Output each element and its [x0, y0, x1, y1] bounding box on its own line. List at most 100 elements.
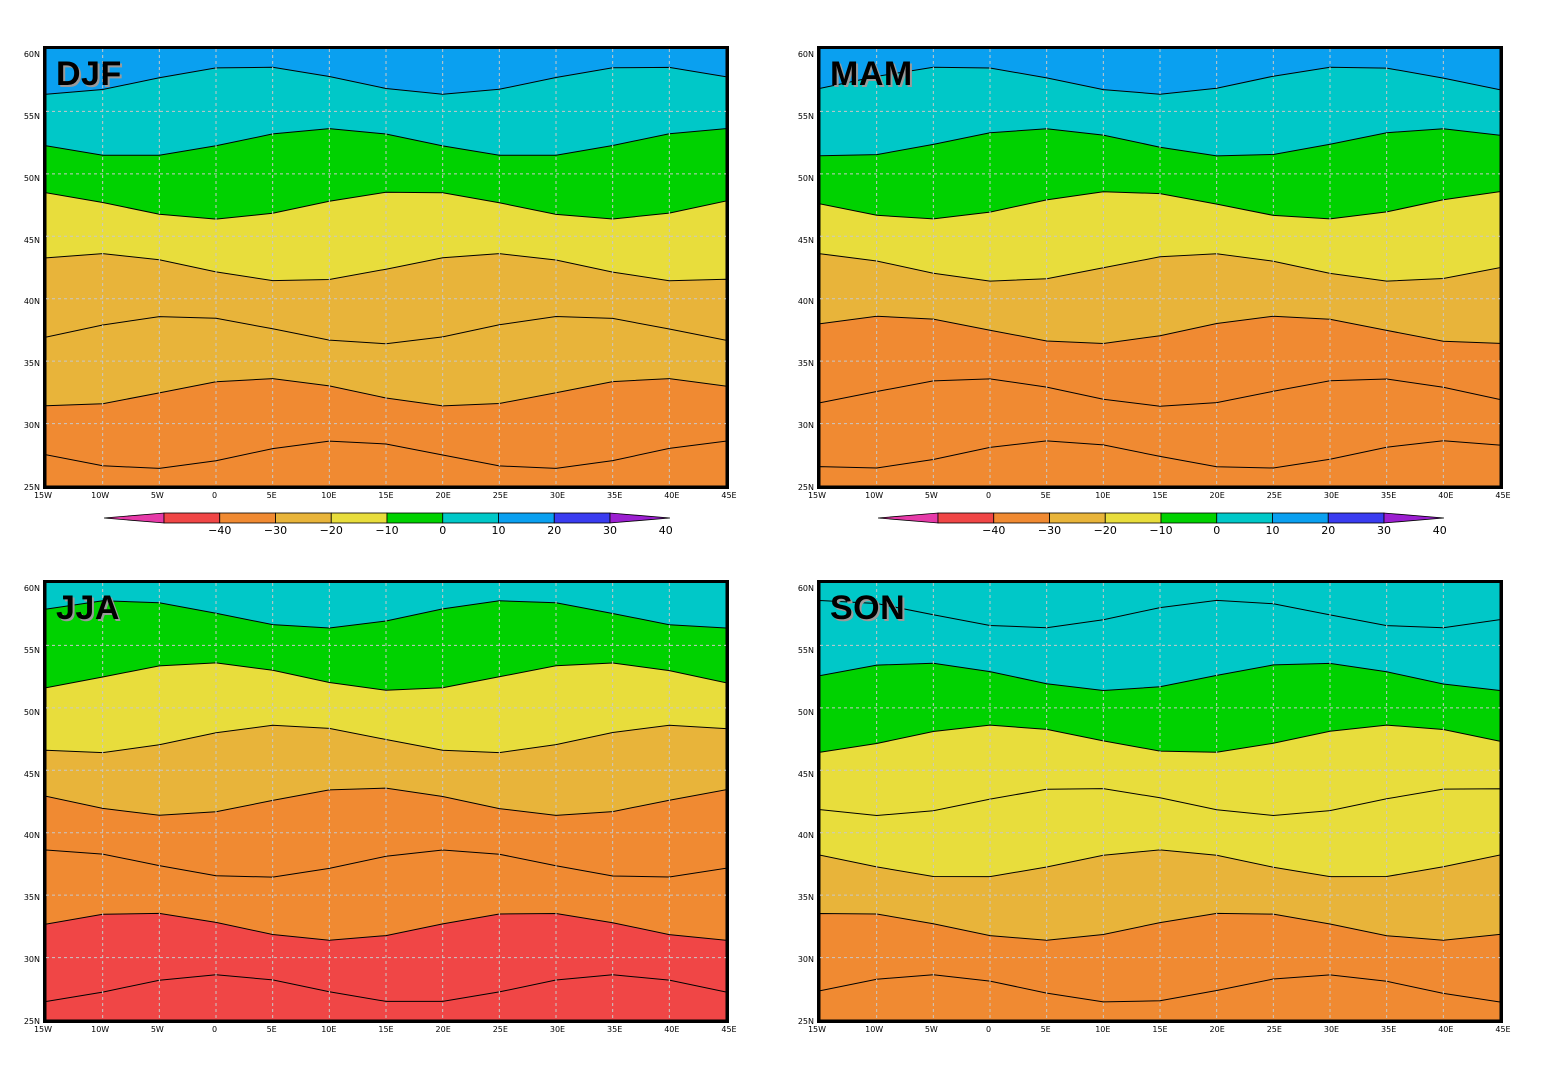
panel-djf: DJF −40 −30 −20 −10 0 10 20 30 40	[0, 0, 775, 540]
lat-tick-label: 40N	[797, 831, 814, 841]
colorbar-tick-label: −20	[319, 524, 343, 537]
colorbar-tick-label: 30	[1377, 524, 1391, 537]
lat-tick-label: 55N	[23, 111, 40, 121]
colorbar-tick-label: −40	[208, 524, 232, 537]
lon-tick-label: 10E	[1095, 491, 1111, 500]
colorbar-max-arrow	[609, 512, 670, 524]
lon-tick-label: 10W	[865, 1025, 884, 1034]
colorbar-tick-label: 0	[439, 524, 447, 537]
lon-tick-label: 20E	[435, 491, 451, 500]
lon-tick-label: 15W	[807, 1025, 827, 1034]
lat-tick-label: 50N	[797, 707, 814, 717]
lat-tick-label: 50N	[23, 173, 40, 183]
colorbar-tick-label: −30	[263, 524, 288, 537]
lon-tick-label: 10W	[91, 491, 110, 500]
lon-tick-label: 25E	[1266, 1025, 1282, 1034]
lon-tick-label: 40E	[1438, 491, 1454, 500]
lon-tick-label: 5E	[266, 491, 277, 500]
lon-tick-label: 5E	[266, 1025, 277, 1034]
lat-tick-label: 30N	[23, 421, 40, 431]
colorbar-tick-label: −40	[982, 524, 1006, 537]
contour-field-son	[820, 583, 1500, 1020]
lon-tick-label: 40E	[664, 1025, 680, 1034]
lon-tick-label: 15W	[33, 1025, 53, 1034]
colorbar-max-arrow	[1383, 512, 1444, 524]
lon-tick-label: 45E	[721, 1025, 737, 1034]
lon-tick-label: 10E	[321, 491, 337, 500]
lat-tick-label: 50N	[797, 173, 814, 183]
colorbar-tick-label: 10	[491, 524, 506, 537]
lat-tick-label: 60N	[23, 50, 40, 59]
colorbar-swatches	[104, 512, 670, 524]
lon-tick-label: 10W	[91, 1025, 110, 1034]
lat-tick-label: 25N	[797, 483, 814, 492]
lon-tick-label: 35E	[1381, 491, 1397, 500]
lon-tick-label: 0	[985, 1025, 992, 1034]
lat-tick-label: 30N	[797, 421, 814, 431]
lon-tick-label: 15E	[378, 491, 394, 500]
map-mam: MAM	[817, 46, 1503, 489]
lon-tick-label: 30E	[549, 491, 566, 500]
lat-tick-label: 40N	[23, 297, 40, 307]
colorbar-tick-label: 20	[547, 524, 562, 537]
lon-tick-label: 10W	[865, 491, 884, 500]
lon-tick-label: 5W	[150, 1025, 164, 1034]
lon-tick-label: 0	[985, 491, 992, 500]
lat-tick-label: 35N	[797, 359, 814, 369]
panel-mam: MAM −40 −30 −20 −10 0 10 20 30 40	[817, 46, 1503, 537]
lon-tick-label: 35E	[607, 491, 623, 500]
colorbar-tick-label: 0	[1213, 524, 1221, 537]
lon-tick-label: 20E	[435, 1025, 451, 1034]
colorbar-djf: −40 −30 −20 −10 0 10 20 30 40	[104, 512, 673, 537]
lon-tick-label: 15W	[807, 491, 827, 500]
lon-tick-label: 20E	[1209, 1025, 1225, 1034]
map-son: SON	[817, 580, 1503, 1023]
lon-tick-label: 15W	[33, 491, 53, 500]
lon-tick-label: 30E	[1323, 491, 1340, 500]
season-label-djf: DJF	[56, 55, 122, 93]
map-jja: JJA	[43, 580, 729, 1023]
lat-tick-label: 35N	[23, 893, 40, 903]
panel-jja: JJA	[43, 580, 729, 1023]
colorbar-tick-label: −10	[1149, 524, 1173, 537]
season-label-jja: JJA	[56, 589, 120, 627]
colorbar-tick-label: 20	[1321, 524, 1336, 537]
lat-tick-label: 55N	[797, 111, 814, 121]
lat-tick-label: 45N	[23, 769, 40, 779]
lon-tick-label: 20E	[1209, 491, 1225, 500]
lat-tick-label: 60N	[797, 584, 814, 593]
lon-tick-label: 30E	[549, 1025, 566, 1034]
colorbar-tick-label: 40	[658, 524, 673, 537]
colorbar-tick-label: 10	[1265, 524, 1280, 537]
colorbar-tick-label: −30	[1037, 524, 1062, 537]
lon-tick-label: 25E	[492, 1025, 508, 1034]
lon-tick-label: 15E	[1152, 491, 1168, 500]
lon-tick-label: 5E	[1040, 1025, 1051, 1034]
lon-tick-label: 5W	[924, 491, 938, 500]
lon-tick-label: 5W	[150, 491, 164, 500]
lat-tick-label: 45N	[797, 769, 814, 779]
colorbar-tick-label: 40	[1432, 524, 1447, 537]
lat-tick-label: 50N	[23, 707, 40, 717]
lat-tick-label: 60N	[797, 50, 814, 59]
contour-field-djf	[46, 49, 726, 486]
lon-tick-label: 15E	[378, 1025, 394, 1034]
lon-tick-label: 45E	[1495, 1025, 1511, 1034]
lon-tick-label: 0	[211, 491, 218, 500]
lat-tick-label: 45N	[23, 235, 40, 245]
lon-tick-label: 5W	[924, 1025, 938, 1034]
lat-tick-label: 25N	[797, 1017, 814, 1026]
lat-tick-label: 40N	[797, 297, 814, 307]
lon-tick-label: 10E	[1095, 1025, 1111, 1034]
lon-tick-label: 0	[211, 1025, 218, 1034]
colorbar-tick-label: −20	[1093, 524, 1117, 537]
colorbar-tick-label: −10	[375, 524, 399, 537]
lon-tick-label: 30E	[1323, 1025, 1340, 1034]
lon-tick-label: 25E	[1266, 491, 1282, 500]
lat-tick-label: 55N	[797, 645, 814, 655]
lon-tick-label: 40E	[664, 491, 680, 500]
contour-field-mam	[820, 49, 1500, 486]
lon-tick-label: 40E	[1438, 1025, 1454, 1034]
lat-tick-label: 25N	[23, 1017, 40, 1026]
season-label-son: SON	[830, 589, 906, 627]
